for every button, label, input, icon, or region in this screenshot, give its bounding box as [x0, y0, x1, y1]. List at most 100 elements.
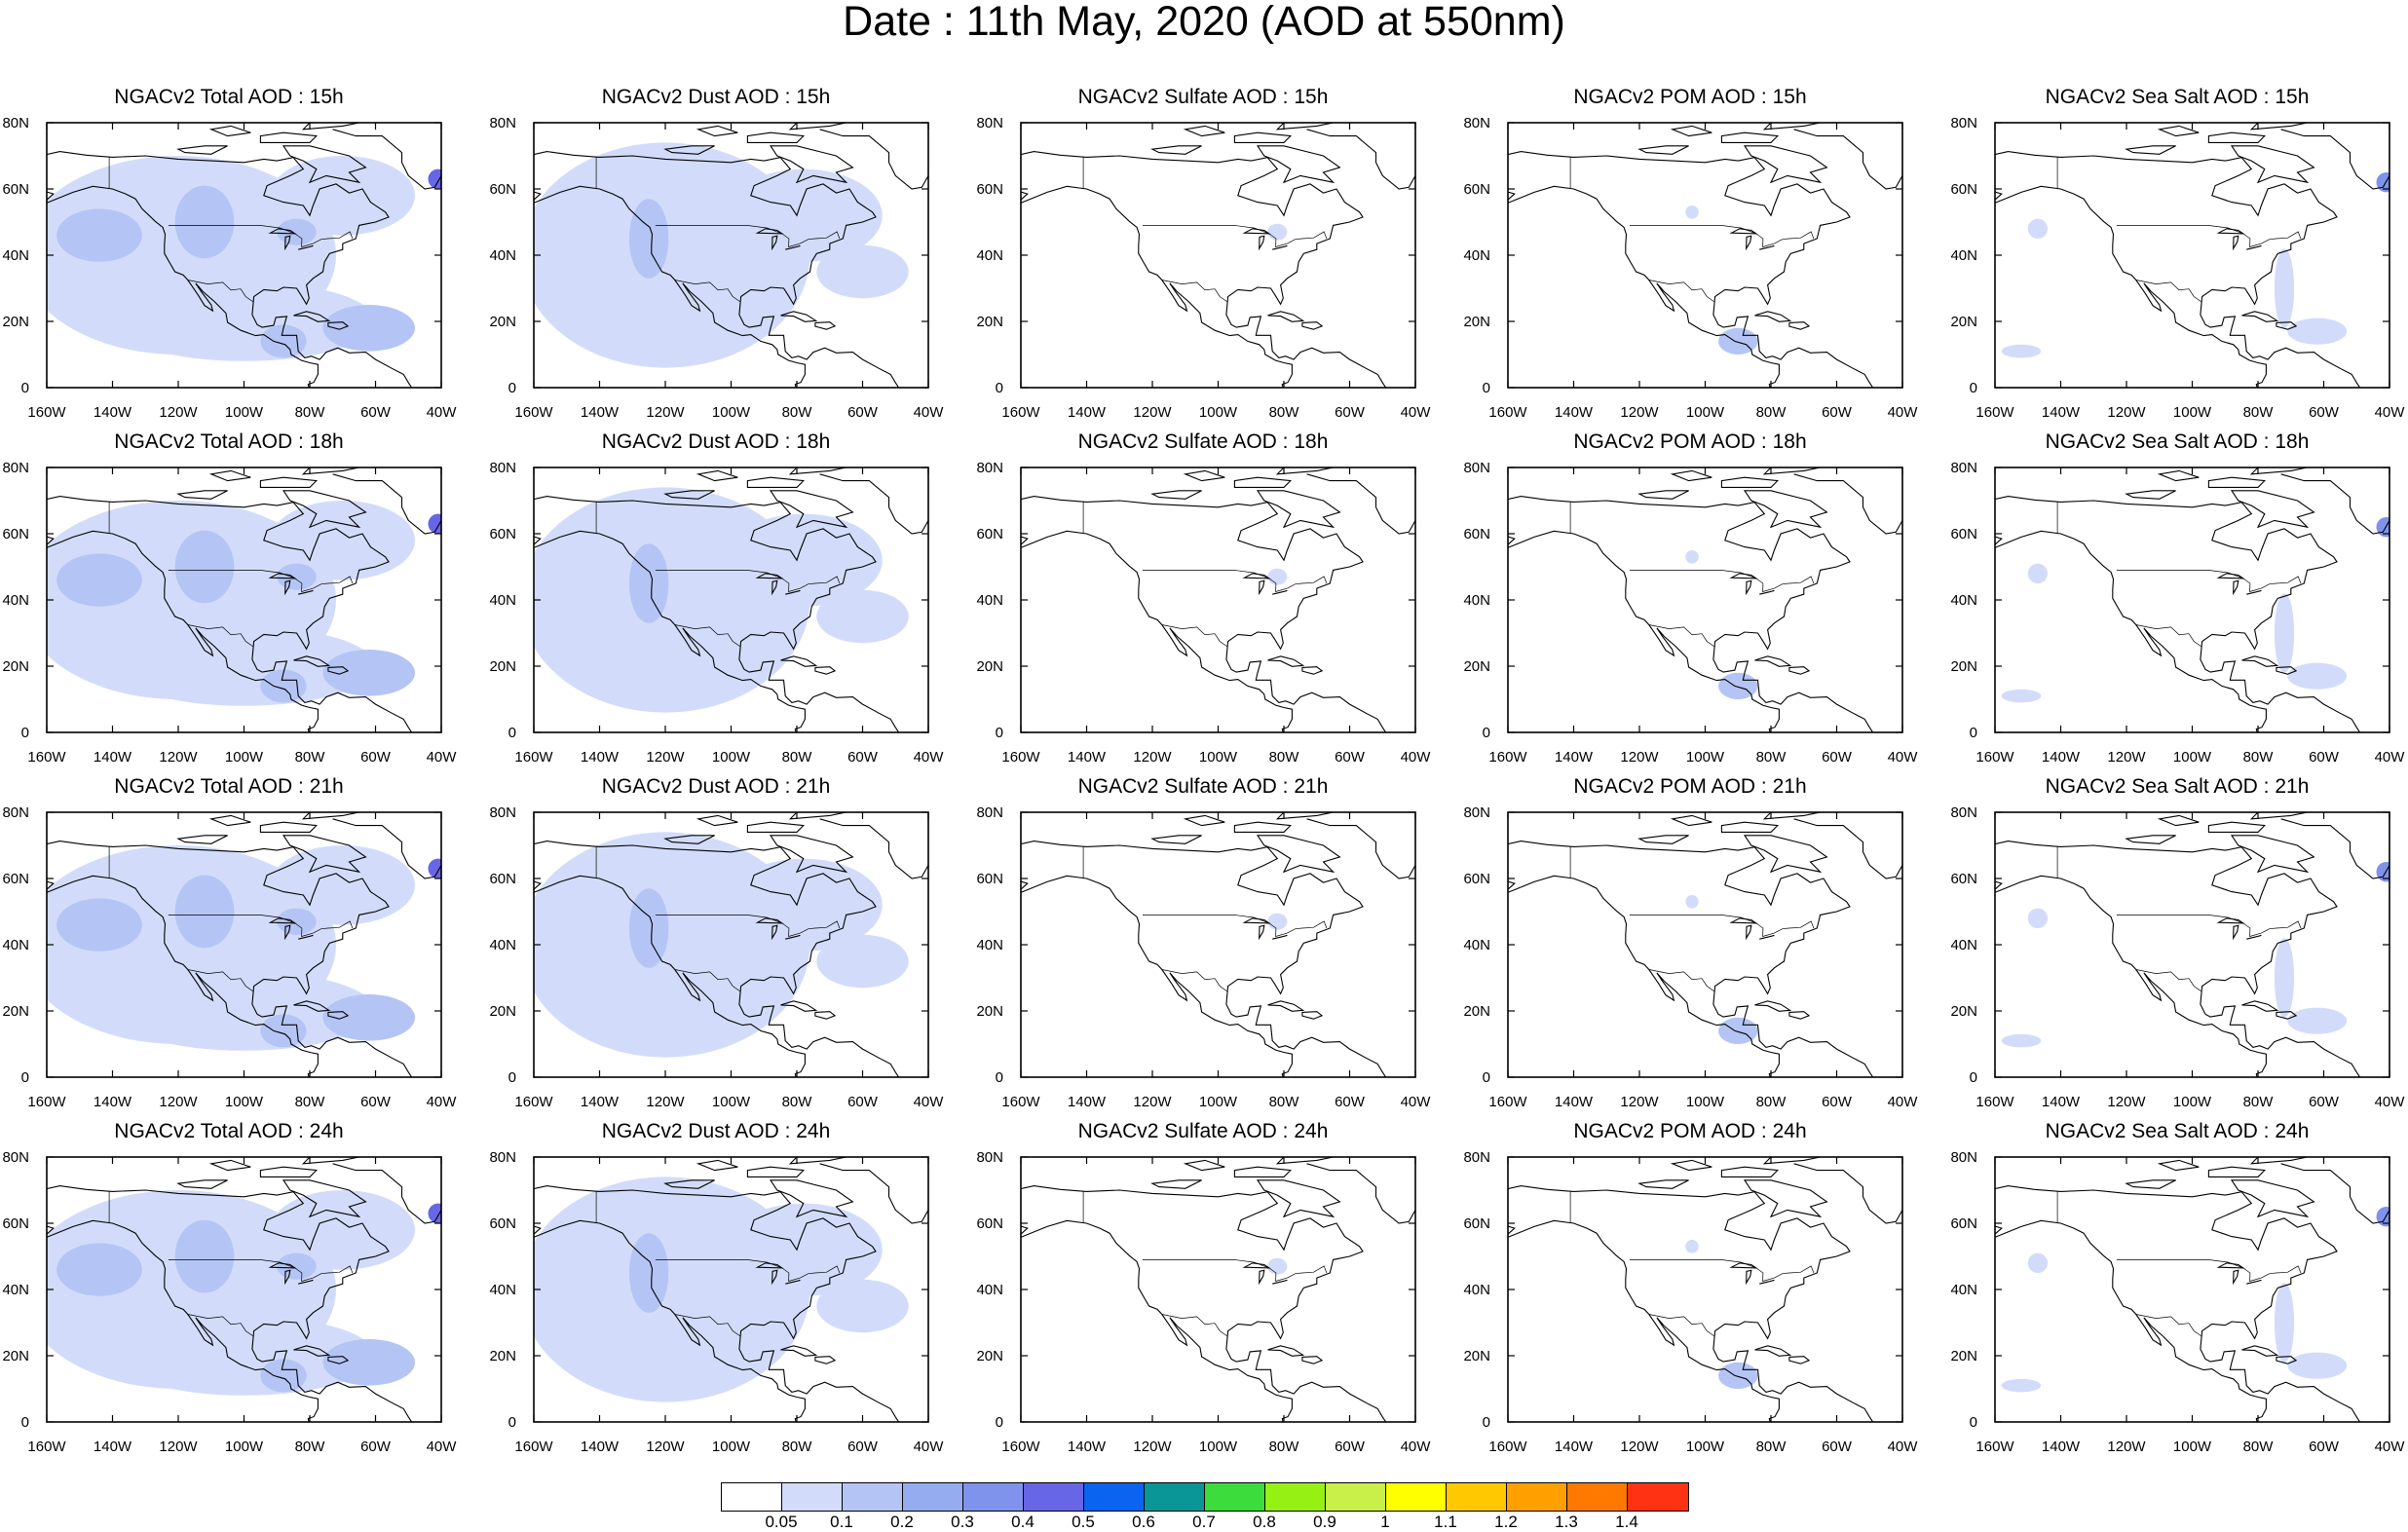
x-tick-label: 40W [1401, 404, 1432, 421]
x-tick-label: 40W [914, 749, 945, 766]
map-panel: NGACv2 Total AOD : 18h 160W 140W 120W 100W 80… [0, 430, 458, 776]
x-tick-label: 40W [2375, 749, 2406, 766]
y-tick-label: 80N [489, 460, 516, 476]
y-tick-label: 60N [1950, 526, 1977, 542]
y-tick-label: 60N [2, 1215, 29, 1232]
aod-field [174, 875, 235, 949]
aod-field [2287, 1007, 2348, 1034]
colorbar-swatch [1628, 1483, 1688, 1511]
panel-title: NGACv2 POM AOD : 24h [1573, 1120, 1807, 1142]
y-tick-label: 40N [1463, 247, 1490, 264]
y-tick-label: 80N [2, 804, 29, 821]
x-tick-label: 140W [2042, 749, 2081, 766]
aod-field [174, 1219, 235, 1293]
x-tick-label: 60W [1822, 404, 1853, 421]
y-tick-label: 0 [508, 380, 516, 396]
y-tick-label: 20N [2, 1003, 29, 1020]
x-tick-label: 80W [295, 749, 326, 766]
y-tick-label: 40N [976, 937, 1003, 953]
x-tick-label: 100W [225, 1094, 264, 1110]
x-tick-label: 120W [646, 749, 685, 766]
x-tick-label: 120W [646, 1439, 685, 1455]
colorbar-legend: 0.05 0.1 0.2 0.3 0.4 0.5 0.6 0.7 0.8 0.9 1 1.1 1.2 1.… [721, 1482, 1689, 1531]
y-tick-label: 60N [2, 871, 29, 887]
x-tick-label: 120W [1620, 749, 1659, 766]
x-tick-label: 40W [1401, 749, 1432, 766]
y-tick-label: 40N [489, 247, 516, 264]
y-tick-label: 60N [489, 181, 516, 198]
aod-field [260, 669, 307, 703]
panel-title: NGACv2 Dust AOD : 18h [601, 430, 831, 453]
aod-field [2027, 218, 2048, 239]
aod-field [56, 898, 142, 952]
x-tick-label: 140W [2042, 1439, 2081, 1455]
map-panel: NGACv2 POM AOD : 18h 160W 140W 120W 100W 80W 6… [1461, 430, 1919, 776]
x-tick-label: 80W [2243, 404, 2275, 421]
y-tick-label: 60N [1950, 181, 1977, 198]
y-tick-label: 0 [508, 1069, 516, 1086]
y-tick-label: 60N [976, 526, 1003, 542]
x-tick-label: 160W [1488, 1094, 1527, 1110]
y-tick-label: 0 [1483, 725, 1490, 741]
x-tick-label: 60W [360, 1094, 392, 1110]
aod-field [2274, 248, 2295, 328]
x-tick-label: 100W [2173, 1439, 2212, 1455]
aod-map: 160W 140W 120W 100W 80W 60W 40W 80N 60N 40N 20N 0 [1463, 460, 1918, 766]
aod-field [56, 1243, 142, 1296]
map-panel: NGACv2 Total AOD : 24h 160W 140W 120W 100W 80… [0, 1120, 458, 1466]
panel-title: NGACv2 Dust AOD : 15h [601, 86, 831, 108]
x-tick-label: 140W [581, 749, 620, 766]
x-tick-label: 80W [1269, 404, 1300, 421]
x-tick-label: 120W [646, 404, 685, 421]
x-tick-label: 80W [1756, 1094, 1787, 1110]
x-tick-label: 160W [1488, 1439, 1527, 1455]
y-tick-label: 60N [1950, 1215, 1977, 1232]
x-tick-label: 140W [1068, 1439, 1107, 1455]
panel-title: NGACv2 Sea Salt AOD : 18h [2045, 430, 2310, 453]
y-tick-label: 40N [976, 1282, 1003, 1298]
x-tick-label: 60W [360, 404, 392, 421]
colorbar-label: 0.3 [951, 1513, 974, 1531]
y-tick-label: 40N [976, 247, 1003, 264]
x-tick-label: 100W [2173, 749, 2212, 766]
x-tick-label: 80W [782, 1094, 813, 1110]
x-tick-label: 160W [1488, 749, 1527, 766]
colorbar-label: 1.3 [1555, 1513, 1578, 1531]
aod-field [277, 908, 317, 935]
aod-field [428, 513, 441, 534]
y-tick-label: 40N [1950, 1282, 1977, 1298]
x-tick-label: 60W [1335, 1439, 1366, 1455]
aod-field [628, 199, 669, 279]
aod-field [628, 543, 669, 623]
aod-field [277, 218, 317, 245]
colorbar-label: 0.1 [830, 1513, 853, 1531]
y-tick-label: 40N [976, 592, 1003, 609]
y-tick-label: 0 [1483, 1069, 1490, 1086]
y-tick-label: 40N [1463, 592, 1490, 609]
y-tick-label: 40N [2, 247, 29, 264]
colorbar-swatch [1024, 1483, 1084, 1511]
map-panel: NGACv2 Sulfate AOD : 24h 160W 140W 120W 100W… [974, 1120, 1432, 1466]
x-tick-label: 80W [2243, 1439, 2275, 1455]
x-tick-label: 80W [782, 1439, 813, 1455]
aod-map: 160W 140W 120W 100W 80W 60W 40W 80N 60N 40N 20N 0 [489, 1149, 945, 1455]
x-tick-label: 40W [427, 749, 458, 766]
x-tick-label: 100W [1686, 404, 1725, 421]
colorbar-label: 0.2 [890, 1513, 914, 1531]
x-tick-label: 100W [712, 1439, 751, 1455]
x-tick-label: 40W [427, 1439, 458, 1455]
aod-field [1718, 672, 1758, 699]
x-tick-label: 60W [1822, 749, 1853, 766]
aod-map: 160W 140W 120W 100W 80W 60W 40W 80N 60N 40N 20N 0 [1463, 1149, 1918, 1455]
x-tick-label: 160W [1975, 404, 2014, 421]
y-tick-label: 20N [489, 1003, 516, 1020]
aod-field [428, 858, 441, 878]
aod-field [2001, 1378, 2042, 1393]
map-panel: NGACv2 Sulfate AOD : 15h 160W 140W 120W 100W… [974, 86, 1432, 431]
x-tick-label: 40W [914, 1439, 945, 1455]
x-tick-label: 80W [782, 749, 813, 766]
aod-field [2274, 938, 2295, 1018]
y-tick-label: 40N [489, 937, 516, 953]
panel-title: NGACv2 Sulfate AOD : 18h [1077, 430, 1329, 453]
y-tick-label: 0 [996, 1414, 1003, 1431]
